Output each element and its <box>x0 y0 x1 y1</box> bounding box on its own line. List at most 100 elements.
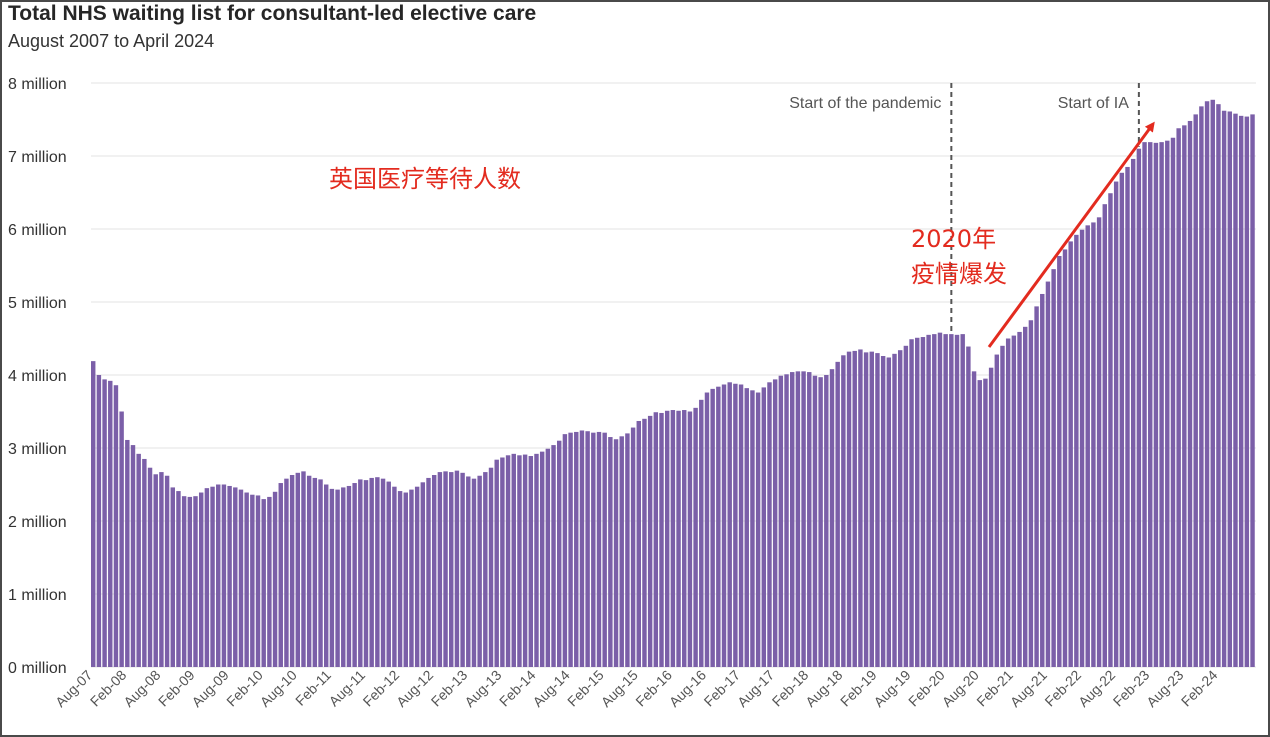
chinese-annotation-title: 英国医疗等待人数 <box>329 165 521 193</box>
bar <box>488 467 494 667</box>
bar <box>1165 140 1170 668</box>
x-tick-label: Aug-14 <box>529 667 572 710</box>
bar <box>352 483 357 667</box>
bar <box>949 334 954 667</box>
bar <box>915 337 920 667</box>
bar <box>289 475 295 667</box>
bar <box>420 482 426 667</box>
bar <box>346 485 352 667</box>
bar <box>437 472 443 667</box>
bar <box>699 399 704 667</box>
bar <box>1011 335 1017 667</box>
bar <box>767 382 772 667</box>
bar <box>1057 256 1062 667</box>
bar <box>147 467 153 667</box>
bar <box>744 388 749 667</box>
bar <box>164 475 170 667</box>
bar <box>431 475 437 667</box>
bar <box>1227 111 1233 668</box>
bar <box>511 453 516 667</box>
bar <box>880 356 886 667</box>
bar <box>841 355 846 667</box>
bar <box>255 495 261 667</box>
bar <box>1204 101 1210 667</box>
x-tick-label: Aug-21 <box>1007 667 1050 710</box>
bar <box>1187 120 1193 667</box>
bar <box>1142 142 1147 667</box>
bar <box>613 439 619 667</box>
chart-title: Total NHS waiting list for consultant-le… <box>8 2 537 25</box>
x-tick-label: Feb-11 <box>292 667 334 709</box>
bar <box>341 487 346 667</box>
bar <box>676 410 681 667</box>
bar <box>693 407 698 667</box>
bar <box>1102 204 1107 667</box>
bar <box>369 477 374 667</box>
bar <box>426 477 431 667</box>
bar <box>1233 113 1238 667</box>
bar <box>216 484 221 667</box>
bar <box>1051 269 1056 667</box>
bar <box>466 476 471 667</box>
y-tick-label: 5 million <box>8 295 67 312</box>
x-tick-label: Feb-18 <box>769 667 812 710</box>
bar <box>238 489 244 667</box>
x-tick-label: Feb-13 <box>428 667 471 710</box>
x-tick-label: Feb-08 <box>87 667 130 710</box>
chinese-annotation-line1: 2020年 <box>911 225 996 253</box>
x-tick-label: Feb-23 <box>1110 667 1153 710</box>
bar <box>977 380 982 667</box>
bar <box>1085 225 1090 667</box>
bar <box>630 427 636 667</box>
bar <box>500 457 505 667</box>
bar <box>596 431 602 667</box>
bar <box>153 474 158 667</box>
y-axis-labels: 0 million 1 million 2 million 3 million 4 mi… <box>8 76 67 677</box>
bar <box>551 445 556 667</box>
bar <box>829 369 835 667</box>
bar <box>284 478 289 667</box>
bar <box>329 488 335 667</box>
bar <box>261 499 266 667</box>
bar <box>176 491 181 667</box>
bar <box>920 337 926 667</box>
x-tick-label: Feb-22 <box>1041 667 1084 710</box>
bar <box>403 492 408 667</box>
x-tick-label: Aug-13 <box>461 667 504 710</box>
bar <box>125 439 130 667</box>
bar <box>1040 293 1045 667</box>
bar <box>494 459 499 667</box>
bar <box>250 494 255 667</box>
bar <box>454 470 460 667</box>
bar <box>619 436 624 667</box>
y-tick-label: 6 million <box>8 222 67 239</box>
bar <box>198 492 204 667</box>
bar <box>301 471 306 667</box>
bar <box>778 375 784 667</box>
bar <box>1210 99 1215 668</box>
bar <box>807 372 812 667</box>
bar <box>818 377 823 667</box>
bar <box>1148 142 1153 667</box>
bar <box>653 412 659 667</box>
bar <box>812 375 818 667</box>
bar <box>1125 166 1130 667</box>
bar <box>602 432 607 667</box>
bar <box>795 371 801 667</box>
bar <box>312 477 318 667</box>
bar <box>443 471 448 667</box>
bar <box>204 488 210 667</box>
bar <box>227 485 232 667</box>
bar <box>375 477 380 667</box>
bar <box>483 472 488 667</box>
x-tick-label: Aug-12 <box>393 667 436 710</box>
x-tick-label: Aug-08 <box>120 667 163 710</box>
bar <box>130 445 136 667</box>
bar <box>386 481 391 667</box>
bar <box>625 433 630 667</box>
y-tick-label: 1 million <box>8 587 67 604</box>
bar <box>295 472 301 667</box>
bar <box>1193 114 1198 667</box>
bar <box>903 345 909 667</box>
